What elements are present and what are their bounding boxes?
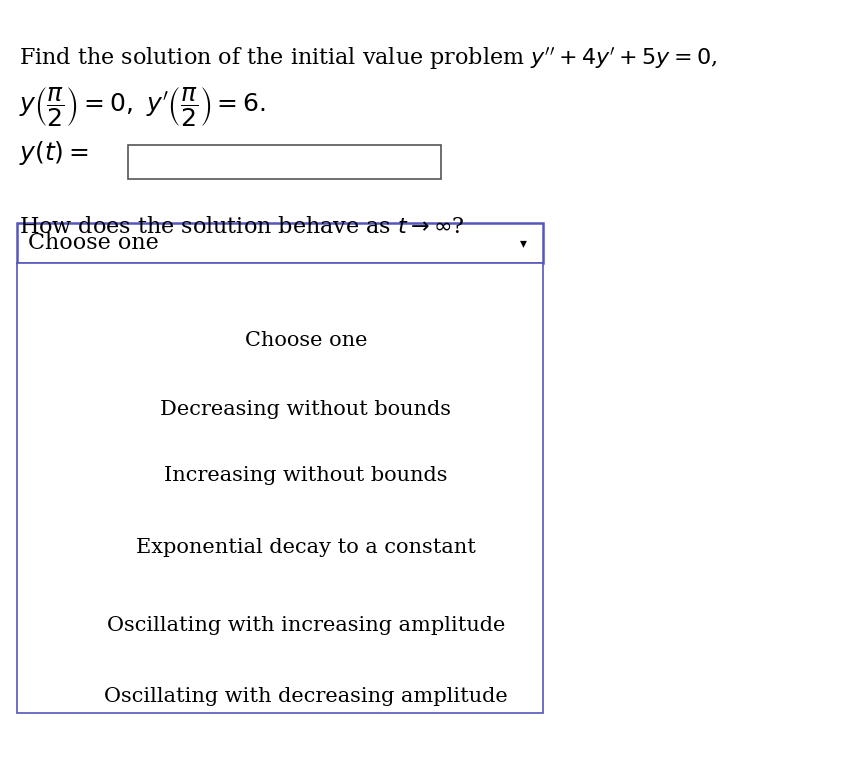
FancyBboxPatch shape <box>128 145 441 179</box>
Text: How does the solution behave as $t \to \infty$?: How does the solution behave as $t \to \… <box>19 216 465 238</box>
Text: Increasing without bounds: Increasing without bounds <box>164 467 448 485</box>
Text: Exponential decay to a constant: Exponential decay to a constant <box>136 539 476 557</box>
Text: Decreasing without bounds: Decreasing without bounds <box>161 400 451 418</box>
Text: ▾: ▾ <box>520 236 527 250</box>
Text: Choose one: Choose one <box>245 331 367 350</box>
Text: Choose one: Choose one <box>28 233 159 254</box>
Text: $y\left(\dfrac{\pi}{2}\right) = 0,\ y'\left(\dfrac{\pi}{2}\right) = 6.$: $y\left(\dfrac{\pi}{2}\right) = 0,\ y'\l… <box>19 86 266 129</box>
Text: Oscillating with decreasing amplitude: Oscillating with decreasing amplitude <box>104 687 508 705</box>
FancyBboxPatch shape <box>17 223 542 263</box>
FancyBboxPatch shape <box>17 263 542 713</box>
Text: Oscillating with increasing amplitude: Oscillating with increasing amplitude <box>107 617 505 635</box>
Text: Find the solution of the initial value problem $y'' + 4y' + 5y = 0$,: Find the solution of the initial value p… <box>19 46 718 73</box>
Text: $y(t) =$: $y(t) =$ <box>19 139 89 167</box>
